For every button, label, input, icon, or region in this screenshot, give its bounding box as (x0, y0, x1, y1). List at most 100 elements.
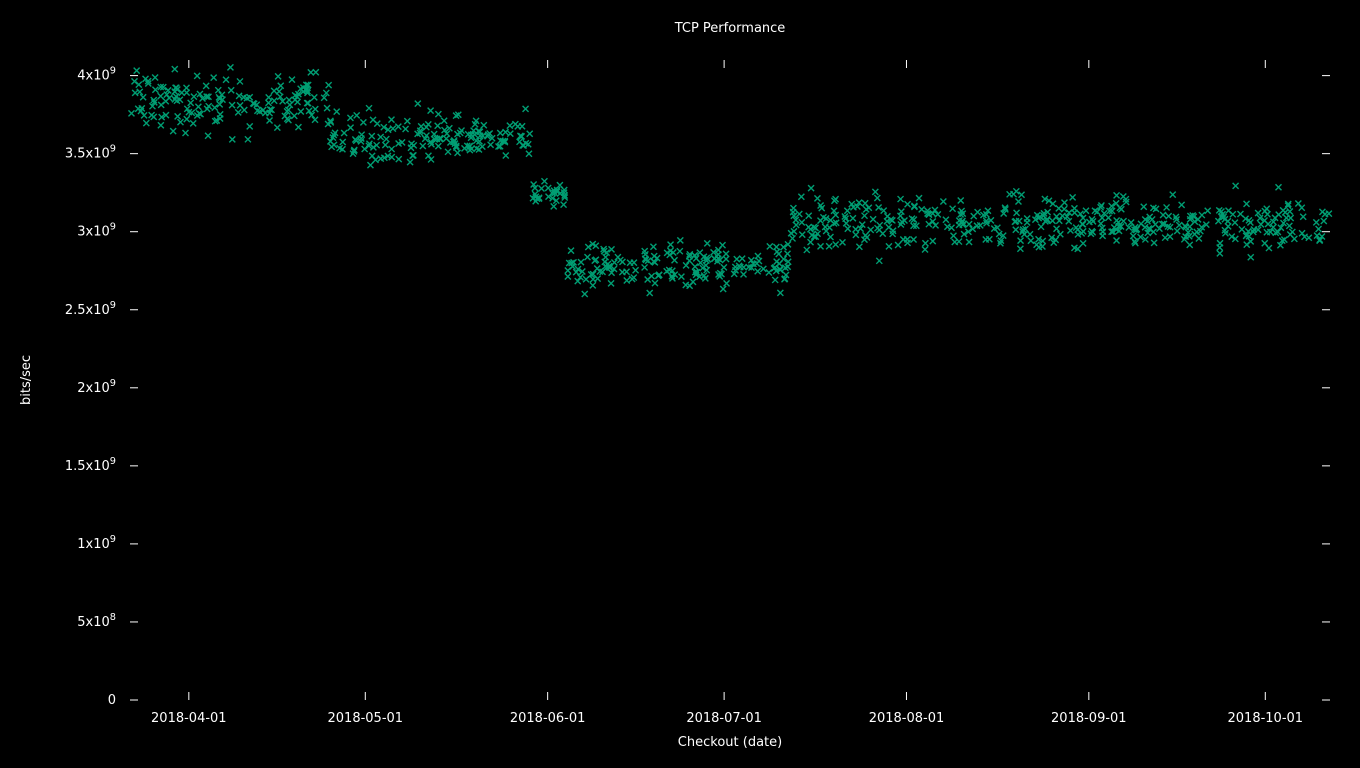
y-tick-label: 2x109 (77, 378, 116, 396)
scatter-point (1289, 229, 1295, 235)
scatter-point (911, 204, 917, 210)
scatter-point (1179, 202, 1185, 208)
x-tick-label: 2018-05-01 (328, 711, 404, 726)
scatter-point (1239, 226, 1245, 232)
scatter-point (1019, 192, 1025, 198)
scatter-point (1291, 236, 1297, 242)
scatter-point (1176, 222, 1182, 228)
scatter-point (1255, 210, 1261, 216)
scatter-point (415, 101, 421, 107)
scatter-point (172, 66, 178, 72)
scatter-point (170, 128, 176, 134)
scatter-point (1170, 192, 1176, 198)
y-tick-label: 2.5x109 (65, 300, 116, 318)
scatter-point (866, 205, 872, 211)
scatter-point (134, 68, 140, 74)
scatter-point (853, 226, 859, 232)
scatter-point (311, 94, 317, 100)
scatter-point (806, 224, 812, 230)
scatter-point (366, 105, 372, 111)
scatter-point (237, 78, 243, 84)
scatter-point (205, 133, 211, 139)
scatter-point (1299, 205, 1305, 211)
scatter-point (215, 87, 221, 93)
scatter-point (870, 216, 876, 222)
scatter-point (565, 273, 571, 279)
scatter-point (182, 130, 188, 136)
scatter-point (517, 139, 523, 145)
scatter-point (341, 130, 347, 136)
scatter-point (898, 209, 904, 215)
scatter-point (1166, 213, 1172, 219)
scatter-point (369, 133, 375, 139)
x-tick-label: 2018-07-01 (686, 711, 762, 726)
scatter-point (1011, 191, 1017, 197)
scatter-point (1017, 246, 1023, 252)
scatter-point (1244, 242, 1250, 248)
scatter-point (428, 108, 434, 114)
scatter-point (420, 143, 426, 149)
scatter-point (911, 236, 917, 242)
scatter-point (334, 109, 340, 115)
scatter-point (799, 219, 805, 225)
scatter-point (1321, 218, 1327, 224)
scatter-point (845, 226, 851, 232)
scatter-point (1233, 183, 1239, 189)
scatter-point (590, 282, 596, 288)
scatter-point (539, 186, 545, 192)
scatter-point (958, 198, 964, 204)
scatter-point (1141, 204, 1147, 210)
scatter-point (1275, 184, 1281, 190)
scatter-point (212, 105, 218, 111)
scatter-point (862, 213, 868, 219)
scatter-point (136, 82, 142, 88)
scatter-point (1316, 226, 1322, 232)
scatter-point (488, 142, 494, 148)
scatter-point (190, 120, 196, 126)
scatter-point (677, 248, 683, 254)
scatter-point (1283, 215, 1289, 221)
scatter-point (497, 130, 503, 136)
scatter-point (276, 88, 282, 94)
scatter-point (1258, 221, 1264, 227)
scatter-point (1196, 236, 1202, 242)
scatter-point (647, 290, 653, 296)
scatter-point (241, 107, 247, 113)
scatter-point (389, 146, 395, 152)
scatter-point (1057, 231, 1063, 237)
scatter-point (1262, 240, 1268, 246)
scatter-point (229, 136, 235, 142)
scatter-point (645, 277, 651, 283)
scatter-point (340, 139, 346, 145)
scatter-point (278, 83, 284, 89)
scatter-point (677, 237, 683, 243)
scatter-point (1313, 219, 1319, 225)
scatter-point (1187, 242, 1193, 248)
scatter-point (128, 110, 134, 116)
scatter-point (526, 151, 532, 157)
scatter-point (1079, 221, 1085, 227)
scatter-point (235, 109, 241, 115)
scatter-point (1067, 227, 1073, 233)
scatter-point (720, 242, 726, 248)
scatter-point (798, 194, 804, 200)
scatter-point (853, 232, 859, 238)
scatter-point (886, 224, 892, 230)
y-tick-label: 0 (108, 693, 116, 708)
scatter-point (523, 106, 529, 112)
scatter-point (479, 144, 485, 150)
scatter-point (788, 230, 794, 236)
scatter-point (184, 116, 190, 122)
scatter-point (131, 78, 137, 84)
scatter-point (582, 291, 588, 297)
x-tick-label: 2018-10-01 (1228, 711, 1304, 726)
scatter-point (773, 244, 779, 250)
scatter-point (1232, 220, 1238, 226)
scatter-point (211, 75, 217, 81)
scatter-point (650, 244, 656, 250)
scatter-point (1120, 194, 1126, 200)
scatter-point (911, 203, 917, 209)
scatter-point (692, 264, 698, 270)
scatter-point (194, 73, 200, 79)
scatter-point (916, 195, 922, 201)
